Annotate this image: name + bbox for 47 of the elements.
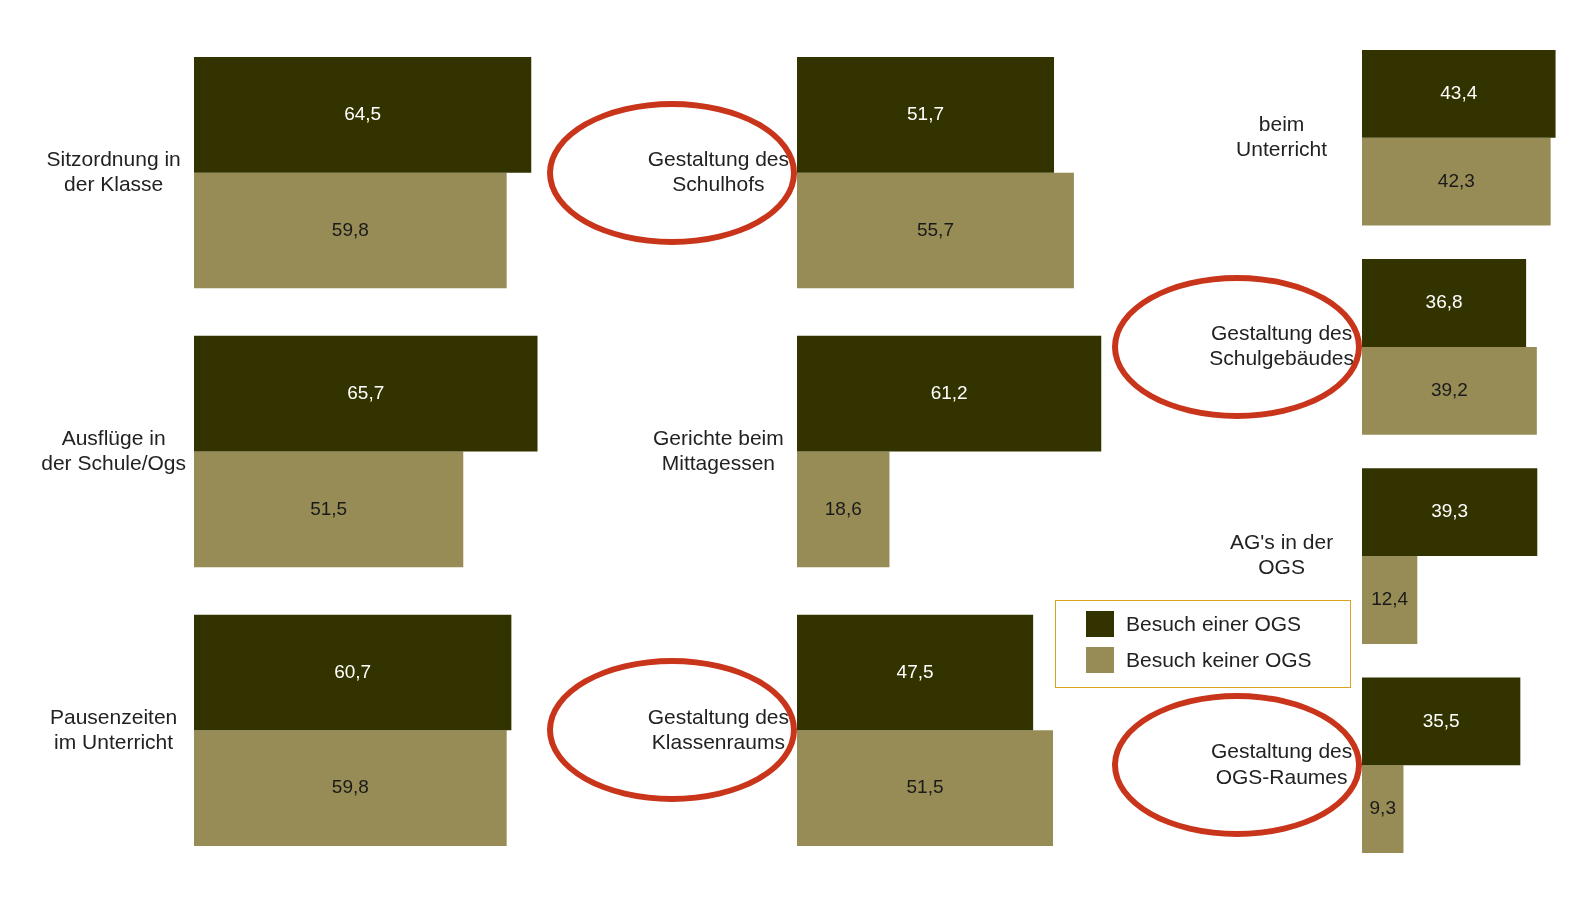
bar (194, 172, 507, 289)
data-label: 39,3 (1431, 500, 1469, 522)
y-tick-label: Ausflüge in der Schule/Ogs (41, 425, 186, 474)
data-label: 18,6 (824, 497, 862, 519)
data-label: 9,3 (1369, 797, 1396, 819)
y-tick-label: Sitzordnung in der Klasse (46, 146, 181, 196)
bar (1362, 677, 1521, 766)
data-label: 51,7 (907, 103, 944, 124)
bar (1362, 556, 1418, 644)
y-tick-label: Gestaltung des Klassenraums (647, 704, 789, 753)
data-label: 65,7 (347, 381, 385, 403)
data-label: 42,3 (1437, 169, 1475, 191)
data-label: 60,7 (334, 660, 372, 682)
data-label: 51,5 (906, 776, 944, 798)
data-label: 59,8 (331, 776, 369, 798)
bar (1362, 259, 1527, 347)
bar (194, 335, 538, 452)
legend-label: Besuch keiner OGS (1126, 648, 1312, 672)
bar (1362, 137, 1551, 226)
data-label: 55,7 (916, 218, 954, 240)
bar (194, 451, 464, 568)
data-label: 35,5 (1422, 709, 1460, 731)
y-tick-label: beim Unterricht (1236, 111, 1328, 161)
bar (194, 56, 532, 173)
bar (1362, 765, 1404, 854)
data-label: 36,8 (1425, 291, 1463, 313)
data-label: 59,8 (331, 218, 369, 240)
data-label: 12,4 (1371, 588, 1409, 610)
data-label: 51,5 (310, 497, 348, 519)
y-tick-label: Pausenzeiten im Unterricht (50, 704, 178, 753)
bar (797, 451, 890, 568)
bar (797, 335, 1102, 452)
data-label: 39,2 (1430, 379, 1468, 401)
y-tick-label: Gestaltung des OGS-Raumes (1210, 739, 1353, 788)
data-label: 43,4 (1440, 82, 1478, 104)
bar (1362, 468, 1538, 557)
legend-label: Besuch einer OGS (1126, 612, 1302, 636)
data-label: 64,5 (344, 103, 382, 124)
y-tick-label: AG's in der OGS (1230, 530, 1334, 579)
bar (194, 730, 507, 847)
data-label: 47,5 (896, 660, 934, 682)
y-tick-label: Gestaltung des Schulgebäudes (1209, 321, 1355, 370)
y-tick-label: Gerichte beim Mittagessen (653, 425, 784, 474)
data-label: 61,2 (930, 381, 968, 403)
y-tick-label: Gestaltung des Schulhofs (647, 146, 789, 196)
bar (1362, 49, 1556, 138)
bar (194, 614, 512, 731)
